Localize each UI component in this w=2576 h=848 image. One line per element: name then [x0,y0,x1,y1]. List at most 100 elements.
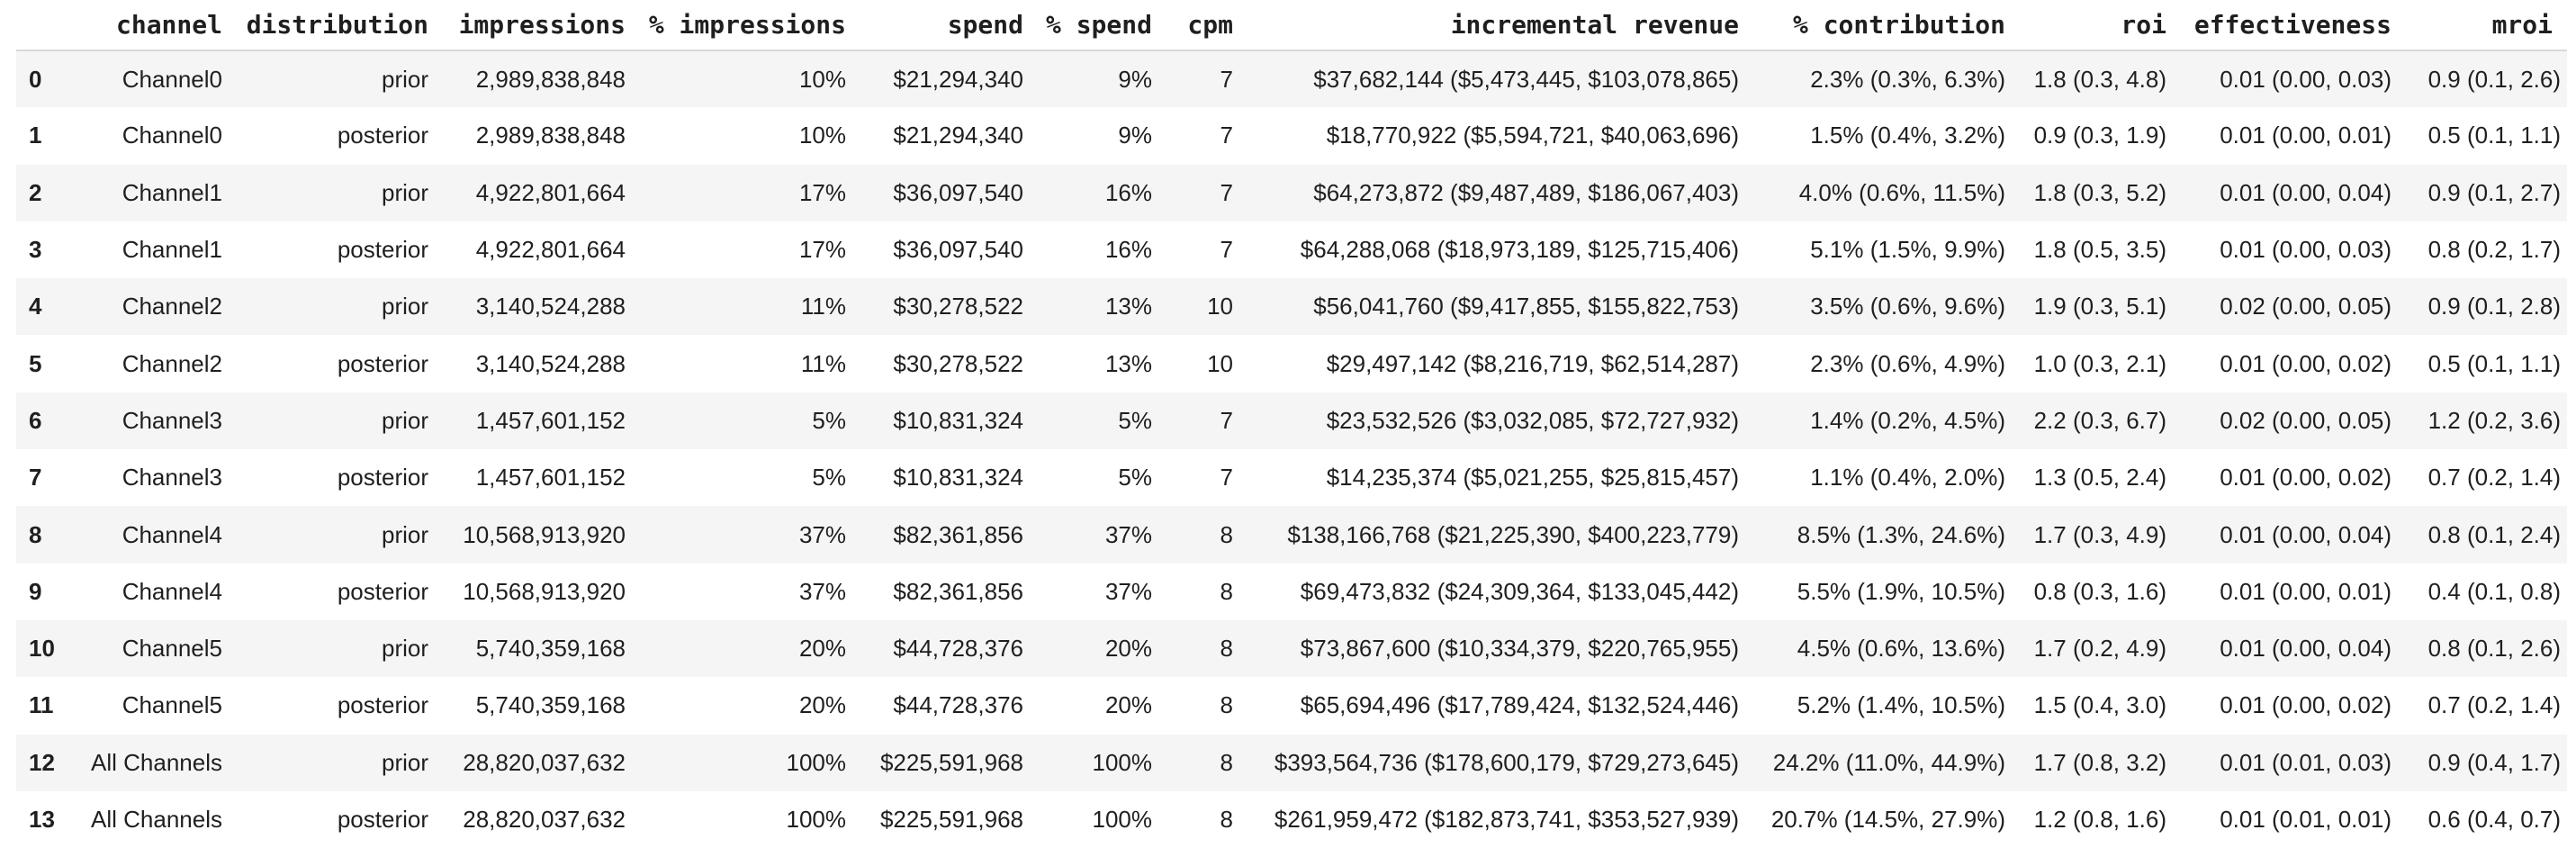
cell-spend: 100% [1092,806,1153,833]
cell-incremental-revenue: $64,288,068 ($18,973,189, $125,715,406) [1300,236,1739,264]
cell-mroi: 0.4 (0.1, 0.8) [2427,577,2561,605]
cell-cpm: 7 [1220,178,1233,206]
cell-spend: $44,728,376 [893,691,1023,719]
column-header-mroi: mroi [2406,0,2567,51]
cell-channel: Channel3 [122,406,222,434]
cell-contribution: 1.4% (0.2%, 4.5%) [1810,406,2005,434]
column-header-cpm: cpm [1166,0,1247,51]
cell-roi: 1.5 (0.4, 3.0) [2033,691,2166,719]
cell-impressions: 10% [798,122,846,149]
table-body: 0 Channel0 prior 2,989,838,848 10% $21,294,34… [16,50,2567,848]
cell-distribution: prior [381,178,428,206]
cell-impressions: 11% [800,293,846,320]
cell-incremental-revenue: $14,235,374 ($5,021,255, $25,815,457) [1326,464,1739,492]
row-index: 1 [29,122,42,149]
cell-mroi: 0.9 (0.1, 2.7) [2427,178,2561,206]
table-row: 11 Channel5 posterior 5,740,359,168 20% $44,7… [16,677,2567,734]
cell-impressions: 10,568,913,920 [463,577,626,605]
cell-spend: $44,728,376 [893,635,1023,663]
cell-cpm: 8 [1220,635,1233,663]
cell-roi: 1.8 (0.3, 5.2) [2033,178,2166,206]
cell-spend: 20% [1104,691,1152,719]
table-row: 7 Channel3 posterior 1,457,601,152 5% $10,831… [16,449,2567,506]
column-header-spend: spend [860,0,1038,51]
cell-impressions: 2,989,838,848 [475,65,626,93]
cell-incremental-revenue: $261,959,472 ($182,873,741, $353,527,939… [1274,806,1739,833]
cell-impressions: 5% [812,464,846,492]
cell-contribution: 5.5% (1.9%, 10.5%) [1797,577,2005,605]
dataframe-table: channel distribution impressions% impressi… [16,0,2567,848]
cell-mroi: 0.8 (0.1, 2.6) [2427,635,2561,663]
cell-contribution: 20.7% (14.5%, 27.9%) [1770,806,2005,833]
row-index: 10 [29,635,55,663]
cell-roi: 1.3 (0.5, 2.4) [2033,464,2166,492]
cell-effectiveness: 0.01 (0.00, 0.04) [2220,520,2391,548]
cell-channel: Channel1 [122,236,222,264]
cell-incremental-revenue: $393,564,736 ($178,600,179, $729,273,645… [1274,748,1739,776]
row-index: 3 [29,236,42,264]
cell-mroi: 0.5 (0.1, 1.1) [2427,122,2561,149]
cell-effectiveness: 0.02 (0.00, 0.05) [2220,406,2391,434]
cell-impressions: 3,140,524,288 [475,349,626,377]
cell-roi: 0.9 (0.3, 1.9) [2033,122,2166,149]
row-index: 11 [29,691,54,719]
cell-mroi: 0.7 (0.2, 1.4) [2427,464,2561,492]
cell-incremental-revenue: $69,473,832 ($24,309,364, $133,045,442) [1300,577,1739,605]
cell-impressions: 5,740,359,168 [475,635,626,663]
cell-mroi: 0.9 (0.1, 2.8) [2427,293,2561,320]
cell-roi: 2.2 (0.3, 6.7) [2033,406,2166,434]
cell-roi: 1.7 (0.8, 3.2) [2033,748,2166,776]
table-row: 8 Channel4 prior 10,568,913,920 37% $82,361,8… [16,506,2567,564]
cell-mroi: 0.8 (0.2, 1.7) [2427,236,2561,264]
cell-cpm: 8 [1220,806,1233,833]
cell-effectiveness: 0.01 (0.00, 0.04) [2220,635,2391,663]
cell-cpm: 10 [1207,349,1233,377]
cell-cpm: 8 [1220,691,1233,719]
cell-cpm: 10 [1207,293,1233,320]
column-header-spend: % spend [1038,0,1166,51]
cell-distribution: prior [381,293,428,320]
cell-contribution: 2.3% (0.3%, 6.3%) [1810,65,2005,93]
cell-cpm: 8 [1220,748,1233,776]
row-index: 13 [29,806,55,833]
column-header-impressions: % impressions [640,0,860,51]
cell-spend: $82,361,856 [893,577,1023,605]
cell-effectiveness: 0.01 (0.00, 0.02) [2220,691,2391,719]
cell-spend: $10,831,324 [893,406,1023,434]
cell-impressions: 4,922,801,664 [475,236,626,264]
row-index: 7 [29,464,42,492]
cell-mroi: 0.8 (0.1, 2.4) [2427,520,2561,548]
cell-effectiveness: 0.01 (0.01, 0.01) [2220,806,2391,833]
cell-mroi: 0.6 (0.4, 0.7) [2427,806,2561,833]
table-row: 4 Channel2 prior 3,140,524,288 11% $30,278,52… [16,278,2567,336]
cell-incremental-revenue: $73,867,600 ($10,334,379, $220,765,955) [1300,635,1739,663]
column-header-contribution: % contribution [1753,0,2020,51]
cell-impressions: 11% [800,349,846,377]
cell-cpm: 7 [1220,406,1233,434]
cell-impressions: 100% [786,806,847,833]
cell-impressions: 17% [798,178,846,206]
cell-spend: $36,097,540 [893,236,1023,264]
header-row: channel distribution impressions% impressi… [16,0,2567,51]
row-index: 2 [29,178,42,206]
cell-spend: $10,831,324 [893,464,1023,492]
cell-channel: Channel1 [122,178,222,206]
cell-effectiveness: 0.01 (0.00, 0.04) [2220,178,2391,206]
cell-cpm: 7 [1220,65,1233,93]
cell-distribution: posterior [337,577,428,605]
cell-distribution: prior [381,748,428,776]
cell-spend: $21,294,340 [893,65,1023,93]
cell-distribution: prior [381,520,428,548]
cell-spend: 37% [1104,520,1152,548]
cell-incremental-revenue: $23,532,526 ($3,032,085, $72,727,932) [1326,406,1739,434]
cell-spend: 16% [1104,178,1152,206]
cell-impressions: 5% [812,406,846,434]
cell-incremental-revenue: $29,497,142 ($8,216,719, $62,514,287) [1326,349,1739,377]
cell-contribution: 4.0% (0.6%, 11.5%) [1798,178,2005,206]
cell-cpm: 8 [1220,520,1233,548]
table-row: 1 Channel0 posterior 2,989,838,848 10% $21,29… [16,107,2567,164]
cell-effectiveness: 0.01 (0.00, 0.03) [2220,236,2391,264]
cell-impressions: 28,820,037,632 [463,748,626,776]
cell-effectiveness: 0.01 (0.00, 0.02) [2220,464,2391,492]
